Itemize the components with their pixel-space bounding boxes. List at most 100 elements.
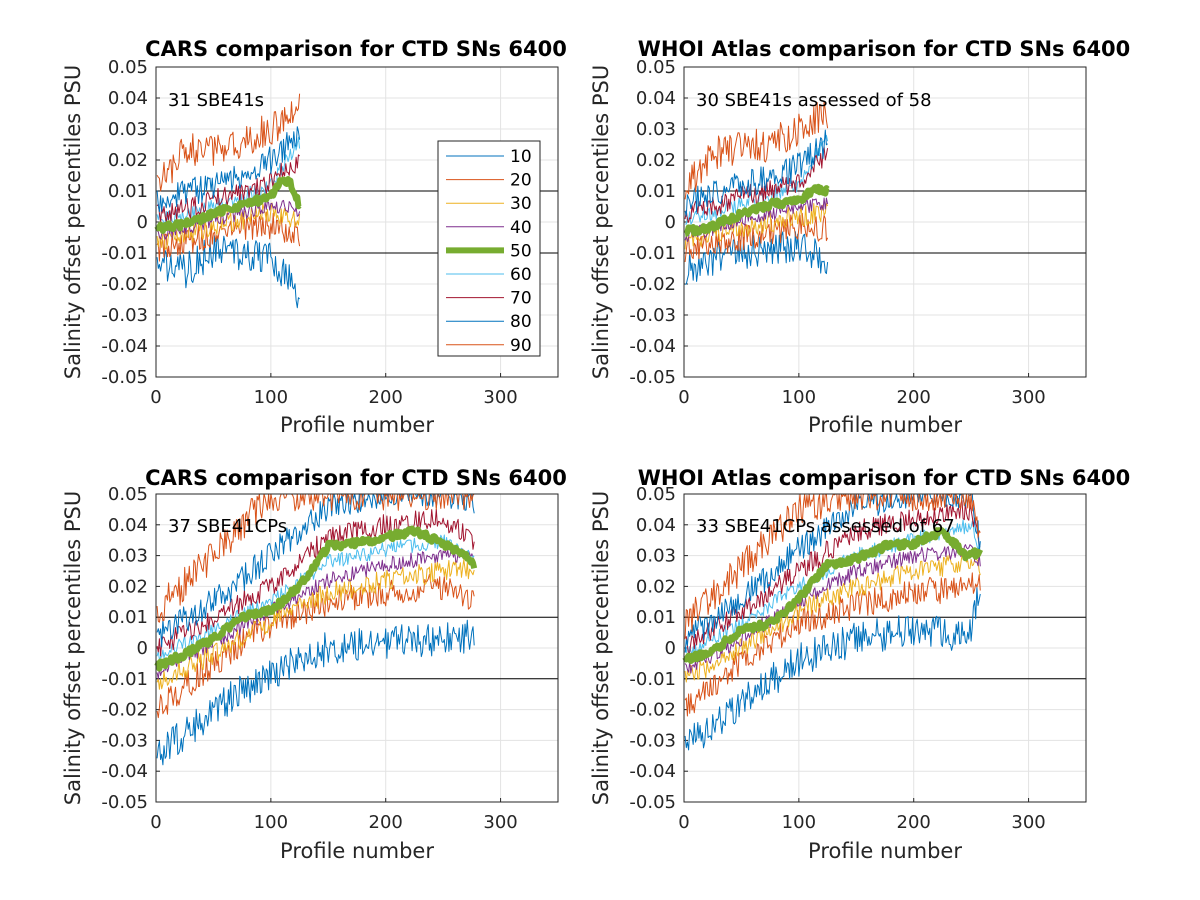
series-line-p90	[684, 493, 981, 640]
series-line-p60	[156, 534, 475, 661]
reference-lines	[684, 616, 1086, 680]
y-tick-label: -0.04	[101, 761, 148, 782]
series-line-p90	[684, 100, 829, 200]
y-tick-label: 0.04	[108, 88, 148, 109]
series-line-p10	[684, 586, 981, 751]
y-tick-label: -0.02	[101, 700, 148, 721]
x-tick-labels: 0 100 200 300	[678, 812, 1045, 833]
x-tick-label: 200	[897, 387, 931, 408]
y-tick-label: 0	[665, 212, 676, 233]
plot-frame	[683, 66, 1087, 378]
y-tick-label: -0.03	[101, 730, 148, 751]
y-tick-label: 0.03	[636, 546, 676, 567]
x-axis-label: Profile number	[808, 413, 962, 437]
y-tick-labels: -0.05 -0.04 -0.03 -0.02 -0.01 0 0.01 0.02 0.03 0.…	[629, 57, 676, 388]
y-tick-label: 0.03	[108, 546, 148, 567]
x-tick-label: 100	[782, 812, 816, 833]
panel-whoi-sbe41cp: WHOI Atlas comparison for CTD SNs 6400 -…	[589, 466, 1130, 863]
y-axis-label: Salinity offset percentiles PSU	[589, 65, 613, 379]
y-tick-label: -0.03	[629, 305, 676, 326]
series-line-p80	[156, 126, 301, 213]
series-line-p70	[156, 154, 300, 224]
series-line-p50	[682, 527, 984, 664]
y-tick-label: 0.02	[108, 576, 148, 597]
y-tick-label: 0.01	[636, 607, 676, 628]
x-tick-label: 200	[369, 387, 403, 408]
y-tick-label: -0.02	[629, 274, 676, 295]
y-tick-label: -0.02	[629, 700, 676, 721]
y-tick-label: -0.03	[101, 305, 148, 326]
panel-title: WHOI Atlas comparison for CTD SNs 6400	[638, 466, 1131, 490]
y-tick-label: -0.03	[629, 730, 676, 751]
series-line-p20	[684, 572, 981, 717]
y-tick-label: 0	[137, 638, 148, 659]
plot-frame	[155, 493, 559, 803]
y-tick-label: -0.01	[629, 669, 676, 690]
y-tick-label: 0.04	[108, 515, 148, 536]
series-line-p40	[684, 543, 981, 674]
plot-frame	[155, 66, 559, 378]
y-tick-label: -0.04	[629, 336, 676, 357]
y-tick-label: 0.05	[108, 57, 148, 78]
series-line-p50	[154, 525, 478, 672]
legend: 10 20 30 40 50 60 70 80 90	[437, 140, 541, 357]
y-tick-label: 0.03	[636, 119, 676, 140]
y-axis-label: Salinity offset percentiles PSU	[61, 65, 85, 379]
panel-cars-sbe41cp: CARS comparison for CTD SNs 6400 -0.05-0…	[61, 466, 567, 863]
x-tick-label: 300	[483, 812, 517, 833]
annotation: 31 SBE41s	[168, 90, 264, 111]
x-tick-label: 0	[678, 387, 689, 408]
x-tick-label: 100	[254, 812, 288, 833]
x-tick-labels: 0 100 200 300	[678, 387, 1045, 408]
legend-label-p20: 20	[510, 171, 532, 191]
legend-label-p30: 30	[510, 194, 532, 214]
y-tick-label: 0.01	[108, 181, 148, 202]
y-tick-label: 0.04	[636, 515, 676, 536]
y-tick-label: 0.05	[108, 484, 148, 505]
y-tick-label: 0	[665, 638, 676, 659]
series-line-p30	[156, 202, 301, 250]
series-line-p50	[154, 176, 302, 234]
panel-title: CARS comparison for CTD SNs 6400	[145, 466, 567, 490]
series-group	[682, 493, 984, 751]
x-tick-label: 300	[483, 387, 517, 408]
y-tick-label: 0.02	[636, 150, 676, 171]
y-tick-label: -0.01	[101, 669, 148, 690]
series-line-p10	[156, 619, 475, 766]
y-tick-label: -0.04	[629, 761, 676, 782]
series-line-p10	[156, 235, 300, 309]
y-tick-label: -0.02	[101, 274, 148, 295]
y-tick-label: -0.04	[101, 336, 148, 357]
legend-label-p50: 50	[510, 241, 532, 261]
series-line-p20	[156, 211, 301, 262]
annotation: 30 SBE41s assessed of 58	[696, 90, 932, 111]
series-line-p90	[156, 493, 475, 623]
legend-items: 10 20 30 40 50 60 70 80 90	[446, 147, 532, 356]
y-axis-label: Salinity offset percentiles PSU	[589, 491, 613, 805]
x-tick-label: 100	[254, 387, 288, 408]
y-tick-label: -0.05	[629, 792, 676, 813]
x-axis-label: Profile number	[808, 839, 962, 863]
y-tick-label: 0.03	[108, 119, 148, 140]
annotation: 33 SBE41CPs assessed of 67	[696, 516, 955, 537]
series-line-p20	[684, 212, 829, 263]
x-tick-label: 300	[1011, 387, 1045, 408]
legend-label-p90: 90	[510, 336, 532, 356]
series-line-p30	[684, 202, 829, 250]
y-axis-label: Salinity offset percentiles PSU	[61, 491, 85, 805]
x-tick-label: 0	[678, 812, 689, 833]
legend-label-p40: 40	[510, 218, 532, 238]
x-tick-labels: 0 100 200 300	[150, 387, 517, 408]
annotation: 37 SBE41CPs	[168, 516, 287, 537]
legend-label-p60: 60	[510, 265, 532, 285]
series-line-p90	[156, 93, 301, 192]
x-tick-label: 100	[782, 387, 816, 408]
x-tick-label: 200	[897, 812, 931, 833]
reference-lines	[156, 616, 558, 680]
y-tick-label: 0.02	[636, 576, 676, 597]
series-line-p80	[684, 493, 981, 653]
series-group	[683, 100, 830, 285]
plot-frame	[683, 493, 1087, 803]
y-tick-label: 0.05	[636, 57, 676, 78]
